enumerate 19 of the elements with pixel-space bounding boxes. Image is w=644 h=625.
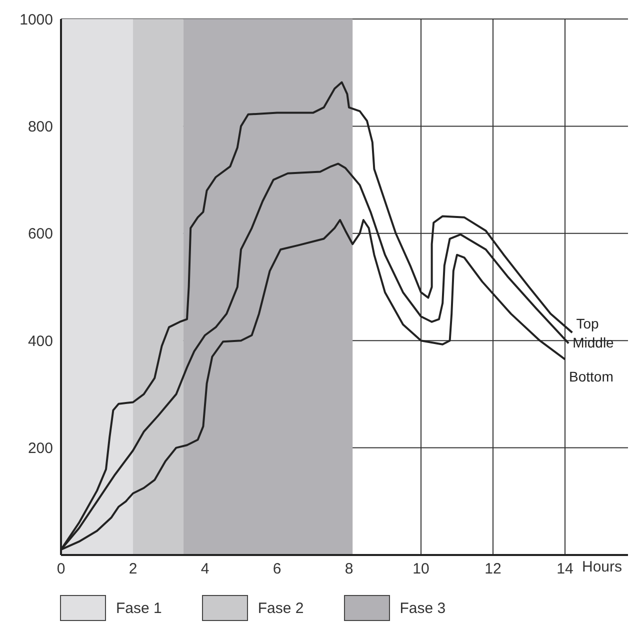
y-tick-label: 600 bbox=[28, 226, 53, 243]
series-label: Bottom bbox=[569, 368, 614, 384]
x-tick-label: 6 bbox=[272, 560, 282, 578]
y-tick-label: 400 bbox=[28, 332, 53, 350]
y-tick-label: 1000 bbox=[20, 11, 53, 28]
legend-label: Fase 1 bbox=[116, 600, 162, 616]
x-tick-label: 14 bbox=[556, 560, 574, 578]
x-tick-label: 8 bbox=[344, 560, 354, 578]
y-tick-label: 200 bbox=[28, 440, 53, 458]
x-tick-label: 10 bbox=[412, 560, 430, 578]
y-tick-label: 800 bbox=[28, 118, 53, 136]
x-axis-title: Hours bbox=[582, 558, 622, 576]
x-tick-label: 12 bbox=[484, 560, 502, 578]
x-tick-label: 2 bbox=[128, 560, 138, 578]
legend-label: Fase 2 bbox=[258, 600, 304, 616]
legend-label: Fase 3 bbox=[400, 600, 446, 616]
x-tick-label: 0 bbox=[56, 560, 66, 578]
x-tick-label: 4 bbox=[200, 560, 210, 578]
series-label: Top bbox=[576, 316, 599, 332]
